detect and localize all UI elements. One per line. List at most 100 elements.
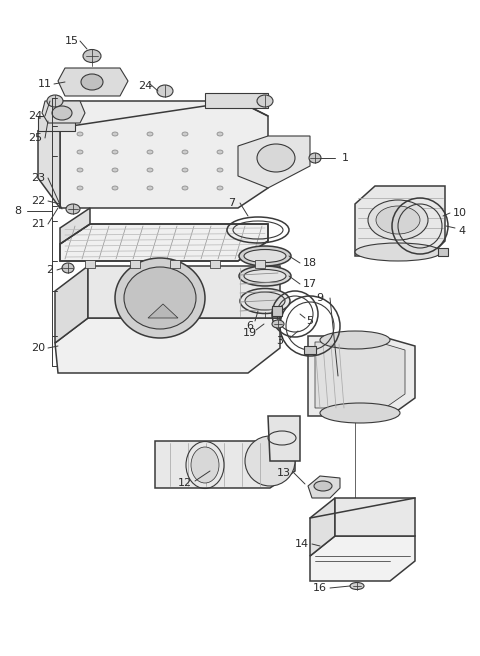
Ellipse shape bbox=[81, 74, 103, 90]
Text: 5: 5 bbox=[307, 316, 313, 326]
Polygon shape bbox=[85, 260, 95, 268]
Ellipse shape bbox=[182, 168, 188, 172]
Ellipse shape bbox=[112, 150, 118, 154]
Ellipse shape bbox=[350, 583, 364, 590]
Ellipse shape bbox=[217, 150, 223, 154]
Polygon shape bbox=[308, 336, 415, 416]
Ellipse shape bbox=[244, 270, 286, 283]
Text: 25: 25 bbox=[28, 133, 42, 143]
Text: 4: 4 bbox=[458, 226, 466, 236]
Ellipse shape bbox=[355, 243, 441, 261]
Polygon shape bbox=[42, 101, 85, 123]
Ellipse shape bbox=[217, 186, 223, 190]
Polygon shape bbox=[170, 260, 180, 268]
Ellipse shape bbox=[112, 186, 118, 190]
Ellipse shape bbox=[309, 153, 321, 163]
Polygon shape bbox=[308, 476, 340, 498]
Text: 8: 8 bbox=[14, 206, 22, 216]
Polygon shape bbox=[268, 416, 300, 461]
Ellipse shape bbox=[182, 132, 188, 136]
Text: 18: 18 bbox=[303, 258, 317, 268]
Polygon shape bbox=[255, 260, 265, 268]
Text: 3: 3 bbox=[276, 336, 284, 346]
Polygon shape bbox=[438, 248, 448, 256]
Polygon shape bbox=[60, 101, 268, 208]
Ellipse shape bbox=[66, 204, 80, 214]
Ellipse shape bbox=[240, 289, 290, 314]
Ellipse shape bbox=[244, 249, 286, 262]
Text: 7: 7 bbox=[228, 198, 236, 208]
Text: 24: 24 bbox=[28, 111, 42, 121]
Text: 21: 21 bbox=[31, 219, 45, 229]
Ellipse shape bbox=[320, 331, 390, 349]
Ellipse shape bbox=[245, 436, 295, 486]
Polygon shape bbox=[310, 536, 415, 581]
Text: 23: 23 bbox=[31, 173, 45, 183]
Ellipse shape bbox=[239, 266, 291, 286]
Ellipse shape bbox=[217, 132, 223, 136]
Ellipse shape bbox=[62, 263, 74, 273]
Polygon shape bbox=[38, 116, 75, 131]
Ellipse shape bbox=[157, 85, 173, 97]
Polygon shape bbox=[55, 318, 280, 373]
Ellipse shape bbox=[112, 132, 118, 136]
Text: 10: 10 bbox=[453, 208, 467, 218]
Ellipse shape bbox=[112, 168, 118, 172]
Ellipse shape bbox=[191, 447, 219, 483]
Polygon shape bbox=[155, 441, 295, 488]
Polygon shape bbox=[310, 498, 335, 556]
Ellipse shape bbox=[376, 206, 420, 234]
Text: 20: 20 bbox=[31, 343, 45, 353]
Polygon shape bbox=[38, 101, 60, 208]
Ellipse shape bbox=[272, 320, 284, 328]
Text: 2: 2 bbox=[47, 265, 54, 275]
Ellipse shape bbox=[257, 144, 295, 172]
Text: 19: 19 bbox=[243, 328, 257, 338]
Ellipse shape bbox=[314, 481, 332, 491]
Text: 24: 24 bbox=[138, 81, 152, 91]
Text: 17: 17 bbox=[303, 279, 317, 289]
Ellipse shape bbox=[52, 106, 72, 120]
Ellipse shape bbox=[77, 168, 83, 172]
Text: 22: 22 bbox=[31, 196, 45, 206]
Ellipse shape bbox=[147, 150, 153, 154]
Ellipse shape bbox=[147, 168, 153, 172]
Text: 6: 6 bbox=[247, 321, 253, 331]
Ellipse shape bbox=[182, 186, 188, 190]
Ellipse shape bbox=[320, 403, 400, 423]
Ellipse shape bbox=[77, 150, 83, 154]
Polygon shape bbox=[315, 342, 405, 408]
Polygon shape bbox=[335, 498, 415, 536]
Polygon shape bbox=[55, 266, 88, 343]
Polygon shape bbox=[272, 306, 282, 316]
Text: 16: 16 bbox=[313, 583, 327, 593]
Ellipse shape bbox=[115, 258, 205, 338]
Ellipse shape bbox=[83, 49, 101, 62]
Polygon shape bbox=[304, 346, 316, 354]
Ellipse shape bbox=[77, 186, 83, 190]
Text: 1: 1 bbox=[341, 153, 348, 163]
Ellipse shape bbox=[217, 168, 223, 172]
Ellipse shape bbox=[257, 95, 273, 107]
Ellipse shape bbox=[124, 267, 196, 329]
Ellipse shape bbox=[147, 186, 153, 190]
Polygon shape bbox=[355, 186, 445, 256]
Text: 13: 13 bbox=[277, 468, 291, 478]
Ellipse shape bbox=[245, 292, 285, 310]
Text: 12: 12 bbox=[178, 478, 192, 488]
Text: 11: 11 bbox=[38, 79, 52, 89]
Polygon shape bbox=[205, 93, 268, 108]
Ellipse shape bbox=[182, 150, 188, 154]
Polygon shape bbox=[210, 260, 220, 268]
Ellipse shape bbox=[47, 95, 63, 107]
Polygon shape bbox=[238, 136, 310, 188]
Ellipse shape bbox=[239, 246, 291, 266]
Text: 9: 9 bbox=[316, 293, 324, 303]
Polygon shape bbox=[148, 304, 178, 318]
Polygon shape bbox=[60, 224, 268, 261]
Ellipse shape bbox=[147, 132, 153, 136]
Text: 14: 14 bbox=[295, 539, 309, 549]
Ellipse shape bbox=[77, 132, 83, 136]
Polygon shape bbox=[130, 260, 140, 268]
Text: 15: 15 bbox=[65, 36, 79, 46]
